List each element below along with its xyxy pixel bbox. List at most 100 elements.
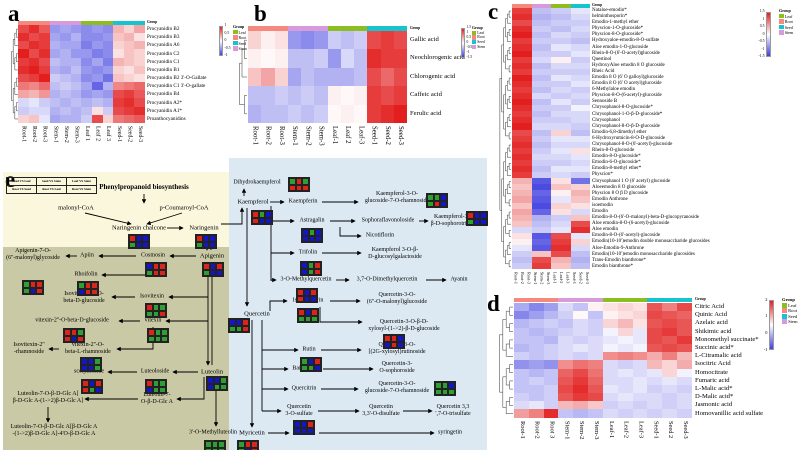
comparison-grid — [147, 328, 169, 343]
heatmap-cell — [514, 409, 529, 418]
heatmap-cell — [134, 33, 145, 42]
heatmap-cell — [525, 214, 532, 221]
comparison-grid — [434, 381, 456, 396]
heatmap-cell — [573, 360, 589, 369]
heatmap-cell — [528, 409, 544, 418]
heatmap-cell — [543, 360, 559, 369]
comparison-grid-cell — [301, 358, 308, 365]
row-label: Homovanillic acid sulfate — [695, 409, 764, 417]
heatmap-cell — [564, 232, 571, 239]
heatmap-cell — [538, 80, 545, 88]
comparison-grid — [145, 379, 167, 394]
heatmap-cell — [102, 33, 114, 42]
comparison-grid-cell — [294, 427, 301, 434]
heatmap-cell — [525, 190, 532, 197]
heatmap-cell — [577, 232, 584, 239]
row-label: Rhein-8-O-(6'-O-acetyl)glucoside — [592, 50, 660, 56]
group-legend-item-root: Root — [779, 19, 793, 24]
heatmap-cell — [570, 8, 577, 15]
heatmap-cell — [588, 360, 603, 369]
heatmap-cell — [367, 86, 381, 105]
heatmap-cell — [557, 135, 564, 142]
heatmap-cell — [677, 327, 692, 336]
row-label: Quinic Acid — [695, 311, 728, 319]
heatmap-cell — [583, 251, 590, 258]
heatmap-cell — [60, 73, 71, 83]
heatmap-cell — [18, 73, 29, 83]
comparison-grid — [206, 376, 228, 391]
heatmap-cell — [551, 50, 558, 57]
heatmap-cell — [39, 82, 50, 91]
group-legend-label: Root — [238, 35, 247, 40]
heatmap-cell — [570, 166, 577, 173]
heatmap-cell — [525, 87, 532, 94]
heatmap-cell — [538, 232, 545, 239]
pathway-node: Kaempferol — [237, 198, 269, 206]
comparison-grid — [426, 193, 448, 208]
comparison-grid-cell — [448, 388, 455, 395]
heatmap-cell — [60, 33, 71, 42]
colorscale-legend-b — [461, 28, 465, 58]
heatmap-cell — [602, 393, 618, 402]
heatmap-cell — [70, 49, 82, 58]
heatmap-cell — [558, 311, 574, 320]
heatmap-cell — [518, 220, 525, 227]
heatmap-cell — [512, 20, 519, 27]
comparison-grid — [466, 211, 488, 226]
heatmap-cell — [577, 14, 584, 21]
comparison-grid-cell — [135, 241, 142, 248]
heatmap-cell — [538, 74, 545, 81]
heatmap-cell — [49, 82, 61, 91]
comparison-grid-cell — [314, 262, 321, 269]
comparison-grid-cell — [390, 335, 397, 342]
heatmap-cell — [70, 57, 82, 66]
comparison-grid-cell — [295, 178, 302, 185]
legend-tick: 2 — [765, 296, 768, 302]
comparison-grid-cell — [152, 386, 159, 393]
heatmap-cell — [557, 62, 564, 69]
heatmap-cell — [327, 86, 341, 105]
heatmap-cell — [354, 104, 368, 123]
comparison-grid-cell — [209, 235, 216, 242]
heatmap-cell — [512, 111, 519, 118]
comparison-grid-cell — [238, 441, 245, 448]
heatmap-cell — [557, 117, 564, 124]
heatmap-cell — [514, 384, 529, 394]
heatmap-cell — [662, 401, 678, 410]
heatmap-cell — [538, 123, 545, 130]
heatmap-cell — [544, 159, 551, 167]
row-label: Rheic Acid — [592, 68, 615, 74]
heatmap-cell — [551, 214, 558, 221]
heatmap-cell — [113, 106, 124, 115]
annotation-title-c: Group — [592, 3, 603, 7]
pathway-node: Quercetin — [244, 310, 270, 318]
row-label: Physcion-8-O-(6-acetyl)-glucoside — [592, 93, 662, 99]
heatmap-cell — [632, 384, 648, 394]
heatmap-cell — [647, 319, 663, 328]
heatmap-cell — [512, 105, 519, 112]
heatmap-cell — [583, 220, 590, 227]
comparison-grid-cell — [82, 386, 89, 393]
heatmap-cell — [525, 159, 532, 167]
heatmap-cell — [60, 25, 71, 34]
heatmap-cell — [123, 98, 135, 107]
row-label: Procyanidin A6 — [147, 42, 180, 49]
heatmap-cell — [81, 33, 93, 42]
comparison-grid-cell — [310, 289, 317, 296]
heatmap-cell — [617, 384, 633, 394]
heatmap-cell — [573, 335, 589, 344]
heatmap-cell — [274, 49, 288, 68]
heatmap-cell — [557, 93, 564, 100]
heatmap-cell — [28, 25, 40, 34]
comparison-grid-cell — [95, 380, 102, 387]
comparison-grid — [77, 281, 99, 296]
heatmap-cell — [518, 135, 525, 142]
heatmap-cell — [677, 401, 692, 410]
pathway-node: Apigenin — [199, 252, 225, 260]
row-label: Rhein-8-O-glucoside — [592, 148, 635, 154]
heatmap-cell — [538, 153, 545, 160]
heatmap-cell — [512, 68, 519, 75]
comparison-grid-cell — [235, 319, 242, 326]
heatmap-cell — [544, 196, 551, 203]
group-swatch — [472, 30, 477, 35]
